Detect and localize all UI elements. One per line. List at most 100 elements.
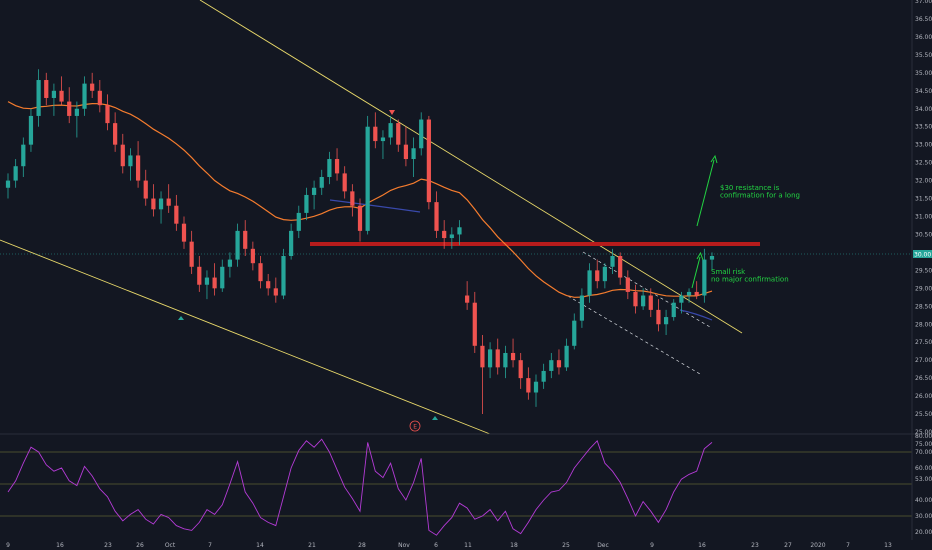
candle-body xyxy=(327,159,332,177)
candle-body xyxy=(174,205,179,224)
candle-body xyxy=(595,270,600,282)
channel-upper-dashed xyxy=(582,251,711,328)
candle-body xyxy=(510,352,516,361)
candle-body xyxy=(36,80,41,116)
candle-body xyxy=(357,205,363,231)
candle-body xyxy=(128,155,133,167)
candle-body xyxy=(296,212,301,231)
candle-body xyxy=(304,194,309,213)
event-marker-label: E xyxy=(413,424,417,431)
candle-body xyxy=(243,230,248,249)
candle-body xyxy=(319,176,324,188)
candle-body xyxy=(74,108,79,116)
time-tick-label: 16 xyxy=(56,542,64,549)
candle-body xyxy=(411,148,416,160)
time-tick-label: 25 xyxy=(562,542,570,549)
candle-body xyxy=(13,166,18,181)
price-tick-label: 35.50 xyxy=(915,52,932,59)
price-tick-label: 33.00 xyxy=(915,142,932,149)
upper-trend-line xyxy=(199,0,743,334)
candle-body xyxy=(373,126,378,142)
event-marker[interactable] xyxy=(409,420,421,432)
candle-body xyxy=(44,80,49,98)
candle-body xyxy=(143,180,148,199)
candle-body xyxy=(449,234,454,239)
candle-body xyxy=(709,256,715,260)
candle-body xyxy=(403,144,409,160)
sell-arrow-icon xyxy=(389,110,395,115)
arrow-up-long xyxy=(696,159,715,227)
time-axis: 9 16 23 26 Oct 7 14 21 28 Nov 6 11 18 25 Dec 9 16 23 27 202… xyxy=(6,542,892,549)
candle-body xyxy=(549,360,554,371)
price-tick-label: 37.00 xyxy=(915,0,932,5)
candle-body xyxy=(266,281,271,289)
candle-body xyxy=(67,101,72,116)
candle-body xyxy=(273,288,278,296)
time-tick-label: 7 xyxy=(208,542,212,549)
trend-lines xyxy=(0,0,743,435)
price-tick-label: 32.50 xyxy=(915,160,932,167)
time-tick-label: 16 xyxy=(698,542,706,549)
arrowhead-up-short xyxy=(696,251,704,261)
candle-body xyxy=(28,115,34,145)
annotation-arrows xyxy=(691,154,718,289)
time-tick-label: 13 xyxy=(884,542,892,549)
candle-body xyxy=(90,83,95,91)
price-tick-label: 27.50 xyxy=(915,339,932,346)
candle-body xyxy=(197,266,202,285)
rsi-tick-label: 53.00 xyxy=(915,476,932,483)
candle-body xyxy=(686,291,692,296)
candle-body xyxy=(120,144,125,167)
candle-body xyxy=(434,202,439,231)
candle-body xyxy=(97,90,102,106)
vwap-segment xyxy=(329,199,421,213)
candle-body xyxy=(227,259,233,267)
buy-arrow-icon xyxy=(432,416,438,420)
candle-body xyxy=(5,180,11,188)
candle-body xyxy=(166,198,171,206)
candle-body xyxy=(610,256,615,267)
candle-body xyxy=(656,309,661,325)
risk-note: Small risk no major confirmation xyxy=(711,268,789,284)
price-tick-label: 36.00 xyxy=(915,34,932,41)
candle-body xyxy=(671,302,676,318)
candle-body xyxy=(641,295,646,307)
candle-body xyxy=(495,349,500,368)
price-tick-label: 29.00 xyxy=(915,285,932,292)
current-price-badge xyxy=(913,250,932,258)
time-tick-label: 7 xyxy=(846,542,850,549)
candle-body xyxy=(487,349,493,368)
candle-body xyxy=(633,291,638,307)
price-tick-label: 31.00 xyxy=(915,214,932,221)
time-tick-label: 23 xyxy=(751,542,759,549)
candle-body xyxy=(679,295,684,303)
candle-body xyxy=(541,370,546,382)
vwap-segment-2 xyxy=(679,309,713,321)
candle-body xyxy=(457,227,462,235)
rsi-line xyxy=(7,438,713,536)
candle-body xyxy=(365,126,370,231)
price-tick-label: 25.00 xyxy=(915,429,932,436)
candle-body xyxy=(618,256,623,278)
time-tick-label: 28 xyxy=(358,542,366,549)
candle-body xyxy=(189,241,194,267)
candle-body xyxy=(388,123,393,138)
time-tick-label: Oct xyxy=(165,542,176,549)
channel-lower-dashed xyxy=(567,295,701,375)
resistance-note: $30 resistance is confirmation for a long xyxy=(720,184,800,200)
price-tick-label: 25.50 xyxy=(915,411,932,418)
rsi-pane xyxy=(0,438,912,536)
rsi-tick-label: 40.00 xyxy=(915,497,932,504)
price-tick-label: 35.00 xyxy=(915,70,932,77)
candle-body xyxy=(472,302,477,346)
time-tick-label: 26 xyxy=(136,542,144,549)
rsi-tick-label: 70.00 xyxy=(915,449,932,456)
candles xyxy=(5,69,715,415)
candle-body xyxy=(663,317,669,325)
candle-body xyxy=(21,144,26,167)
time-tick-label: 9 xyxy=(650,542,654,549)
price-tick-label: 34.00 xyxy=(915,106,932,113)
signal-markers xyxy=(178,110,438,420)
